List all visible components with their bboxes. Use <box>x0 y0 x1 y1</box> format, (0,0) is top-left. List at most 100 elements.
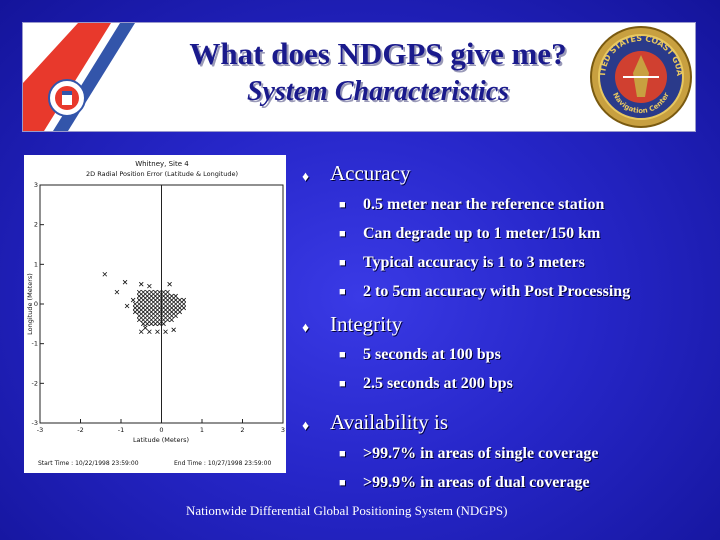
scatter-point <box>165 289 170 295</box>
scatter-point <box>140 289 146 295</box>
y-axis-label: Longitude (Meters) <box>26 273 34 335</box>
start-time-label: Start Time : 10/22/1998 23:59:00 <box>38 460 139 467</box>
square-bullet-icon: ■ <box>339 349 346 361</box>
scatter-point <box>181 301 187 307</box>
scatter-point <box>149 321 154 327</box>
scatter-point <box>169 305 174 311</box>
scatter-point <box>165 293 170 299</box>
end-time-label: End Time : 10/27/1998 23:59:00 <box>174 460 271 467</box>
chart-subtitle: 2D Radial Position Error (Latitude & Lon… <box>86 170 238 178</box>
scatter-point <box>140 305 146 311</box>
square-bullet-icon: ■ <box>339 228 346 240</box>
scatter-point <box>132 305 138 311</box>
scatter-point <box>155 329 160 335</box>
scatter-point <box>165 301 170 307</box>
scatter-point <box>149 293 154 299</box>
coast-guard-seal-icon: UNITED STATES COAST GUARD Navigation Cen… <box>589 25 692 128</box>
scatter-point <box>140 321 146 327</box>
scatter-point <box>153 289 158 295</box>
square-bullet-icon: ■ <box>339 477 346 489</box>
scatter-point <box>165 297 170 303</box>
scatter-point <box>157 317 162 323</box>
scatter-point <box>157 293 162 299</box>
square-bullet-icon: ■ <box>339 257 346 269</box>
scatter-point <box>161 321 166 327</box>
scatter-point <box>145 297 150 303</box>
bullet-label: Accuracy <box>330 161 411 185</box>
scatter-point <box>169 297 174 303</box>
sub-bullet-text: >99.9% in areas of dual coverage <box>363 474 590 491</box>
scatter-point <box>153 293 158 299</box>
scatter-point <box>140 297 146 303</box>
sub-bullet-text: 5 seconds at 100 bps <box>363 346 501 363</box>
scatter-point <box>153 305 158 311</box>
scatter-point <box>157 305 162 311</box>
x-tick-label: 2 <box>240 426 244 434</box>
scatter-point <box>173 293 178 299</box>
scatter-point <box>169 301 174 307</box>
scatter-point <box>173 313 178 319</box>
y-tick-label: -3 <box>32 419 38 427</box>
scatter-point <box>177 305 183 311</box>
scatter-point <box>157 321 162 327</box>
scatter-point <box>177 297 183 303</box>
slide-title: What does NDGPS give me? <box>189 36 567 71</box>
scatter-point <box>114 289 120 295</box>
scatter-point <box>153 321 158 327</box>
sub-bullet-text: 0.5 meter near the reference station <box>363 196 605 213</box>
bullet-label: Integrity <box>330 312 403 336</box>
scatter-point <box>140 317 146 323</box>
scatter-point <box>173 309 178 315</box>
scatter-point <box>161 289 166 295</box>
x-tick-label: -3 <box>37 426 43 434</box>
scatter-point <box>145 289 150 295</box>
sub-bullet-text: Can degrade up to 1 meter/150 km <box>363 225 601 242</box>
scatter-point <box>173 301 178 307</box>
scatter-point <box>153 317 158 323</box>
scatter-point <box>149 289 154 295</box>
scatter-point <box>143 325 148 331</box>
scatter-point <box>136 305 142 311</box>
scatter-point <box>149 317 154 323</box>
coast-guard-stripe-icon <box>23 23 135 131</box>
scatter-point <box>167 281 172 287</box>
scatter-point <box>149 305 154 311</box>
scatter-point <box>149 309 154 315</box>
x-axis-label: Latitude (Meters) <box>133 436 189 444</box>
scatter-point <box>161 309 166 315</box>
scatter-point <box>163 329 168 335</box>
scatter-point <box>157 289 162 295</box>
diamond-bullet-icon: ♦ <box>302 321 310 336</box>
scatter-point <box>157 297 162 303</box>
scatter-point <box>165 317 170 323</box>
scatter-point <box>136 289 142 295</box>
sub-bullet-text: 2 to 5cm accuracy with Post Processing <box>363 283 631 300</box>
square-bullet-icon: ■ <box>339 378 346 390</box>
scatter-point <box>136 317 142 323</box>
scatter-point <box>136 313 142 319</box>
chart-title: Whitney, Site 4 <box>135 160 189 168</box>
y-tick-label: 1 <box>34 260 38 268</box>
scatter-point <box>145 293 150 299</box>
scatter-point <box>153 301 158 307</box>
scatter-point <box>171 327 176 333</box>
scatter-point <box>181 297 187 303</box>
scatter-point <box>136 309 142 315</box>
x-tick-label: 3 <box>281 426 285 434</box>
scatter-point <box>161 313 166 319</box>
scatter-point <box>161 301 166 307</box>
diamond-bullet-icon: ♦ <box>302 170 310 185</box>
diamond-bullet-icon: ♦ <box>302 419 310 434</box>
scatter-point <box>136 297 142 303</box>
square-bullet-icon: ■ <box>339 199 346 211</box>
position-error-scatter-chart: Whitney, Site 4 2D Radial Position Error… <box>24 155 286 473</box>
scatter-point <box>169 293 174 299</box>
bullet-label: Availability is <box>330 410 449 434</box>
scatter-point <box>169 313 174 319</box>
scatter-point <box>145 321 150 327</box>
y-tick-label: 2 <box>34 221 38 229</box>
sub-bullet-text: Typical accuracy is 1 to 3 meters <box>363 254 585 271</box>
scatter-point <box>157 313 162 319</box>
sub-bullet-text: >99.7% in areas of single coverage <box>363 445 599 462</box>
scatter-point <box>153 313 158 319</box>
